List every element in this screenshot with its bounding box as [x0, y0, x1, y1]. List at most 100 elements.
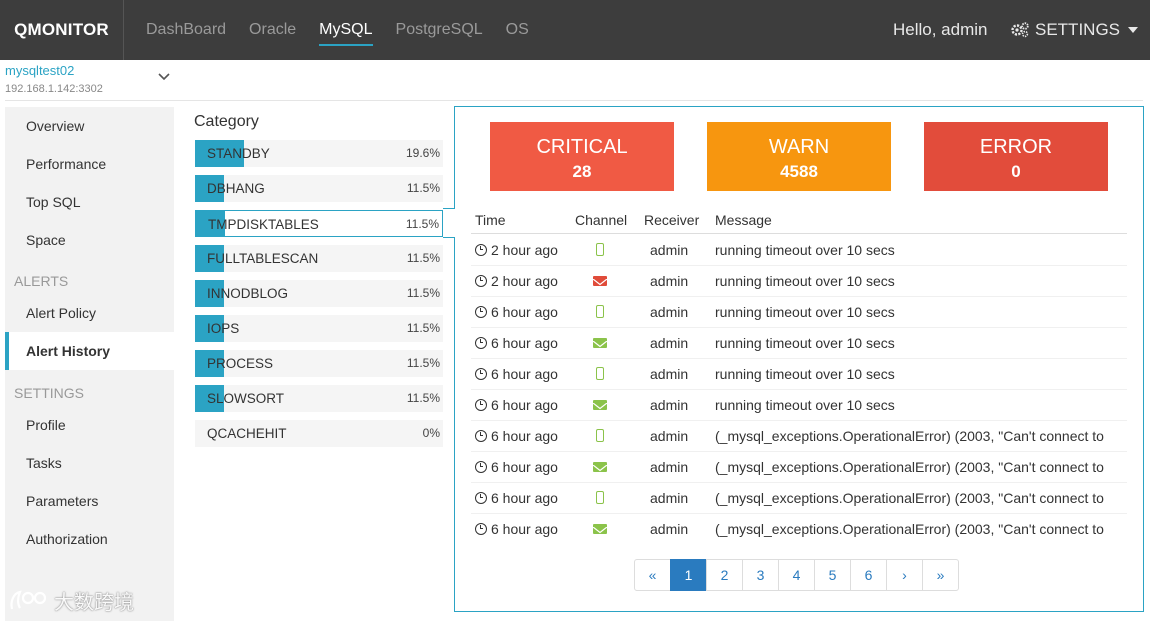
- receiver-cell: admin: [650, 335, 689, 351]
- last-page-button[interactable]: »: [922, 559, 959, 591]
- brand-logo[interactable]: QMONITOR: [0, 0, 124, 60]
- page-button[interactable]: 2: [706, 559, 743, 591]
- envelope-icon: [593, 400, 607, 410]
- category-row[interactable]: IOPS 11.5%: [195, 315, 443, 342]
- sidebar-item-space[interactable]: Space: [26, 232, 66, 248]
- message-cell: running timeout over 10 secs: [715, 242, 895, 258]
- stat-value: 4588: [780, 162, 818, 181]
- category-row[interactable]: DBHANG 11.5%: [195, 175, 443, 202]
- sidebar-section-settings: SETTINGS: [14, 385, 85, 401]
- category-percent: 0%: [422, 426, 440, 440]
- nav-oracle[interactable]: Oracle: [249, 21, 297, 38]
- column-header-time[interactable]: Time: [475, 212, 506, 228]
- stat-label: ERROR: [979, 136, 1053, 158]
- instance-selector[interactable]: mysqltest02 192.168.1.142:3302: [0, 60, 190, 100]
- category-row[interactable]: PROCESS 11.5%: [195, 350, 443, 377]
- time-text: 6 hour ago: [491, 335, 558, 351]
- caret-down-icon: [1128, 27, 1139, 33]
- warn-count-card[interactable]: WARN 4588: [707, 122, 891, 191]
- category-share-bar: [195, 315, 224, 342]
- nav-mysql[interactable]: MySQL: [319, 0, 373, 60]
- message-cell: running timeout over 10 secs: [715, 273, 895, 289]
- mobile-phone-icon: [596, 491, 604, 504]
- envelope-icon: [593, 338, 607, 348]
- sidebar-item-performance[interactable]: Performance: [26, 156, 107, 172]
- time-cell: 2 hour ago: [475, 273, 558, 289]
- user-greeting: Hello, admin: [893, 20, 988, 39]
- sidebar-item-top-sql[interactable]: Top SQL: [26, 194, 81, 210]
- nav-postgresql[interactable]: PostgreSQL: [395, 21, 483, 38]
- envelope-flap: [593, 402, 607, 410]
- column-header-receiver[interactable]: Receiver: [644, 212, 700, 228]
- page-button[interactable]: 1: [670, 559, 707, 591]
- page-button[interactable]: 3: [742, 559, 779, 591]
- category-share-bar: [195, 350, 224, 377]
- envelope-icon: [593, 524, 607, 534]
- category-row[interactable]: STANDBY 19.6%: [195, 140, 443, 167]
- time-text: 6 hour ago: [491, 490, 558, 506]
- time-cell: 2 hour ago: [475, 242, 558, 258]
- category-name: FULLTABLESCAN: [207, 251, 319, 266]
- settings-label: SETTINGS: [1035, 20, 1121, 39]
- time-text: 6 hour ago: [491, 428, 558, 444]
- sidebar-item-overview[interactable]: Overview: [26, 118, 85, 134]
- row-divider: [471, 265, 1127, 266]
- category-row[interactable]: QCACHEHIT 0%: [195, 420, 443, 447]
- sidebar: Overview Performance Top SQL Space ALERT…: [5, 107, 174, 621]
- header-divider: [471, 233, 1127, 234]
- tab-connector: [443, 237, 455, 238]
- receiver-cell: admin: [650, 242, 689, 258]
- row-divider: [471, 358, 1127, 359]
- instance-address: 192.168.1.142:3302: [5, 83, 103, 95]
- category-row[interactable]: INNODBLOG 11.5%: [195, 280, 443, 307]
- category-name: STANDBY: [207, 146, 270, 161]
- column-header-channel[interactable]: Channel: [575, 212, 628, 228]
- nav-os[interactable]: OS: [505, 21, 529, 38]
- category-percent: 11.5%: [406, 251, 440, 265]
- message-cell: running timeout over 10 secs: [715, 335, 895, 351]
- nav-dashboard[interactable]: DashBoard: [146, 21, 227, 38]
- time-text: 2 hour ago: [491, 242, 558, 258]
- critical-count-card[interactable]: CRITICAL 28: [490, 122, 674, 191]
- page-button[interactable]: 4: [778, 559, 815, 591]
- message-cell: (_mysql_exceptions.OperationalError) (20…: [715, 428, 1104, 444]
- mobile-phone-icon: [596, 429, 604, 442]
- category-row[interactable]: FULLTABLESCAN 11.5%: [195, 245, 443, 272]
- category-name: TMPDISKTABLES: [208, 217, 319, 232]
- sidebar-item-alert-history[interactable]: Alert History: [5, 332, 174, 370]
- time-cell: 6 hour ago: [475, 335, 558, 351]
- category-name: IOPS: [207, 321, 240, 336]
- category-share-bar: [195, 175, 224, 202]
- sidebar-item-tasks[interactable]: Tasks: [26, 455, 62, 471]
- stat-value: 28: [572, 162, 592, 181]
- sidebar-item-alert-policy[interactable]: Alert Policy: [26, 305, 97, 321]
- gears-icon: [1011, 22, 1029, 38]
- row-divider: [471, 327, 1127, 328]
- page-button[interactable]: 6: [850, 559, 887, 591]
- error-count-card[interactable]: ERROR 0: [924, 122, 1108, 191]
- page-button[interactable]: 5: [814, 559, 851, 591]
- category-row[interactable]: SLOWSORT 11.5%: [195, 385, 443, 412]
- column-header-message[interactable]: Message: [715, 212, 772, 228]
- divider: [5, 100, 1143, 101]
- clock-icon: [475, 523, 487, 535]
- time-text: 6 hour ago: [491, 304, 558, 320]
- top-navbar: QMONITOR DashBoard Oracle MySQL PostgreS…: [0, 0, 1150, 60]
- envelope-flap: [593, 340, 607, 348]
- category-share-bar: [195, 385, 224, 412]
- first-page-button[interactable]: «: [634, 559, 671, 591]
- sidebar-item-authorization[interactable]: Authorization: [26, 531, 108, 547]
- time-cell: 6 hour ago: [475, 521, 558, 537]
- row-divider: [471, 296, 1127, 297]
- instance-name: mysqltest02: [5, 63, 75, 78]
- row-divider: [471, 513, 1127, 514]
- sidebar-item-parameters[interactable]: Parameters: [26, 493, 99, 509]
- time-cell: 6 hour ago: [475, 366, 558, 382]
- main-nav: DashBoard Oracle MySQL PostgreSQL OS: [146, 0, 552, 60]
- category-row[interactable]: TMPDISKTABLES 11.5%: [195, 210, 443, 237]
- time-cell: 6 hour ago: [475, 459, 558, 475]
- category-percent: 11.5%: [406, 286, 440, 300]
- next-page-button[interactable]: ›: [886, 559, 923, 591]
- settings-menu[interactable]: SETTINGS: [1010, 0, 1139, 60]
- sidebar-item-profile[interactable]: Profile: [26, 417, 66, 433]
